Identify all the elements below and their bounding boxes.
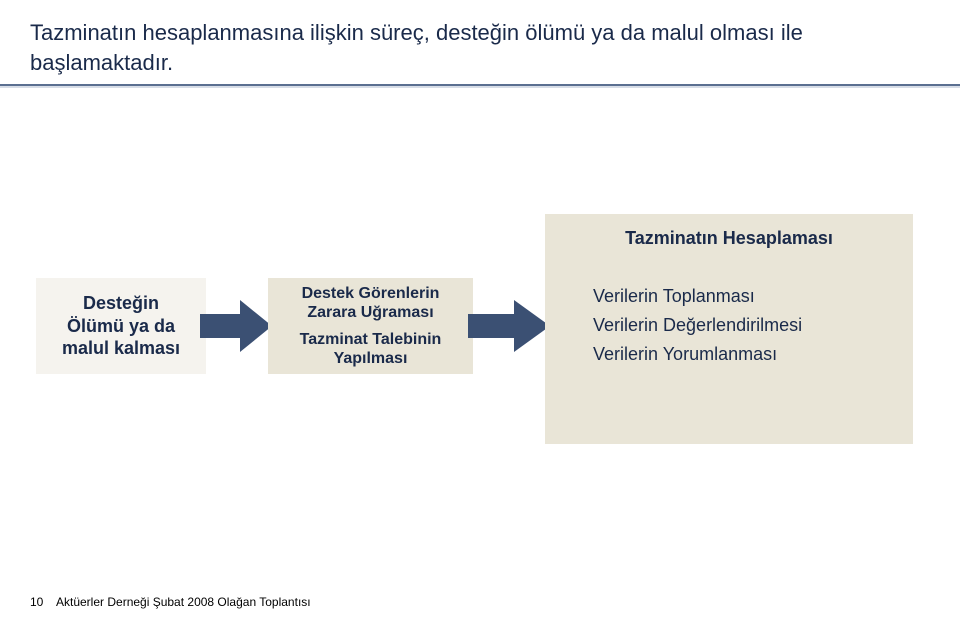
process-diagram: Desteğin Ölümü ya da malul kalması Deste… [0, 0, 960, 631]
result-line-1: Verilerin Toplanması [593, 282, 899, 311]
flow-box-2: Destek Görenlerin Zarara Uğraması Tazmin… [268, 278, 473, 374]
flow-box-1-line2: Ölümü ya da [62, 315, 180, 338]
result-line-2: Verilerin Değerlendirilmesi [593, 311, 899, 340]
flow-box-1: Desteğin Ölümü ya da malul kalması [36, 278, 206, 374]
arrow-1-icon [200, 300, 272, 352]
flow-box-1-line1: Desteğin [62, 292, 180, 315]
flow-box-2-line5: Yapılması [300, 349, 442, 368]
flow-box-result: Tazminatın Hesaplaması Verilerin Toplanm… [545, 214, 913, 444]
flow-box-1-line3: malul kalması [62, 337, 180, 360]
flow-box-2-text: Destek Görenlerin Zarara Uğraması Tazmin… [292, 278, 450, 375]
result-line-3: Verilerin Yorumlanması [593, 340, 899, 369]
flow-box-2-line2: Zarara Uğraması [300, 303, 442, 322]
slide: Tazminatın hesaplanmasına ilişkin süreç,… [0, 0, 960, 631]
flow-box-2-line1: Destek Görenlerin [300, 284, 442, 303]
arrow-2-icon [468, 300, 550, 352]
page-number: 10 [30, 595, 43, 609]
result-lines: Verilerin Toplanması Verilerin Değerlend… [593, 282, 899, 368]
footer-text: Aktüerler Derneği Şubat 2008 Olağan Topl… [56, 595, 311, 609]
flow-box-2-line4: Tazminat Talebinin [300, 330, 442, 349]
result-title: Tazminatın Hesaplaması [545, 228, 913, 249]
flow-box-1-text: Desteğin Ölümü ya da malul kalması [54, 286, 188, 366]
spacer [300, 322, 442, 330]
